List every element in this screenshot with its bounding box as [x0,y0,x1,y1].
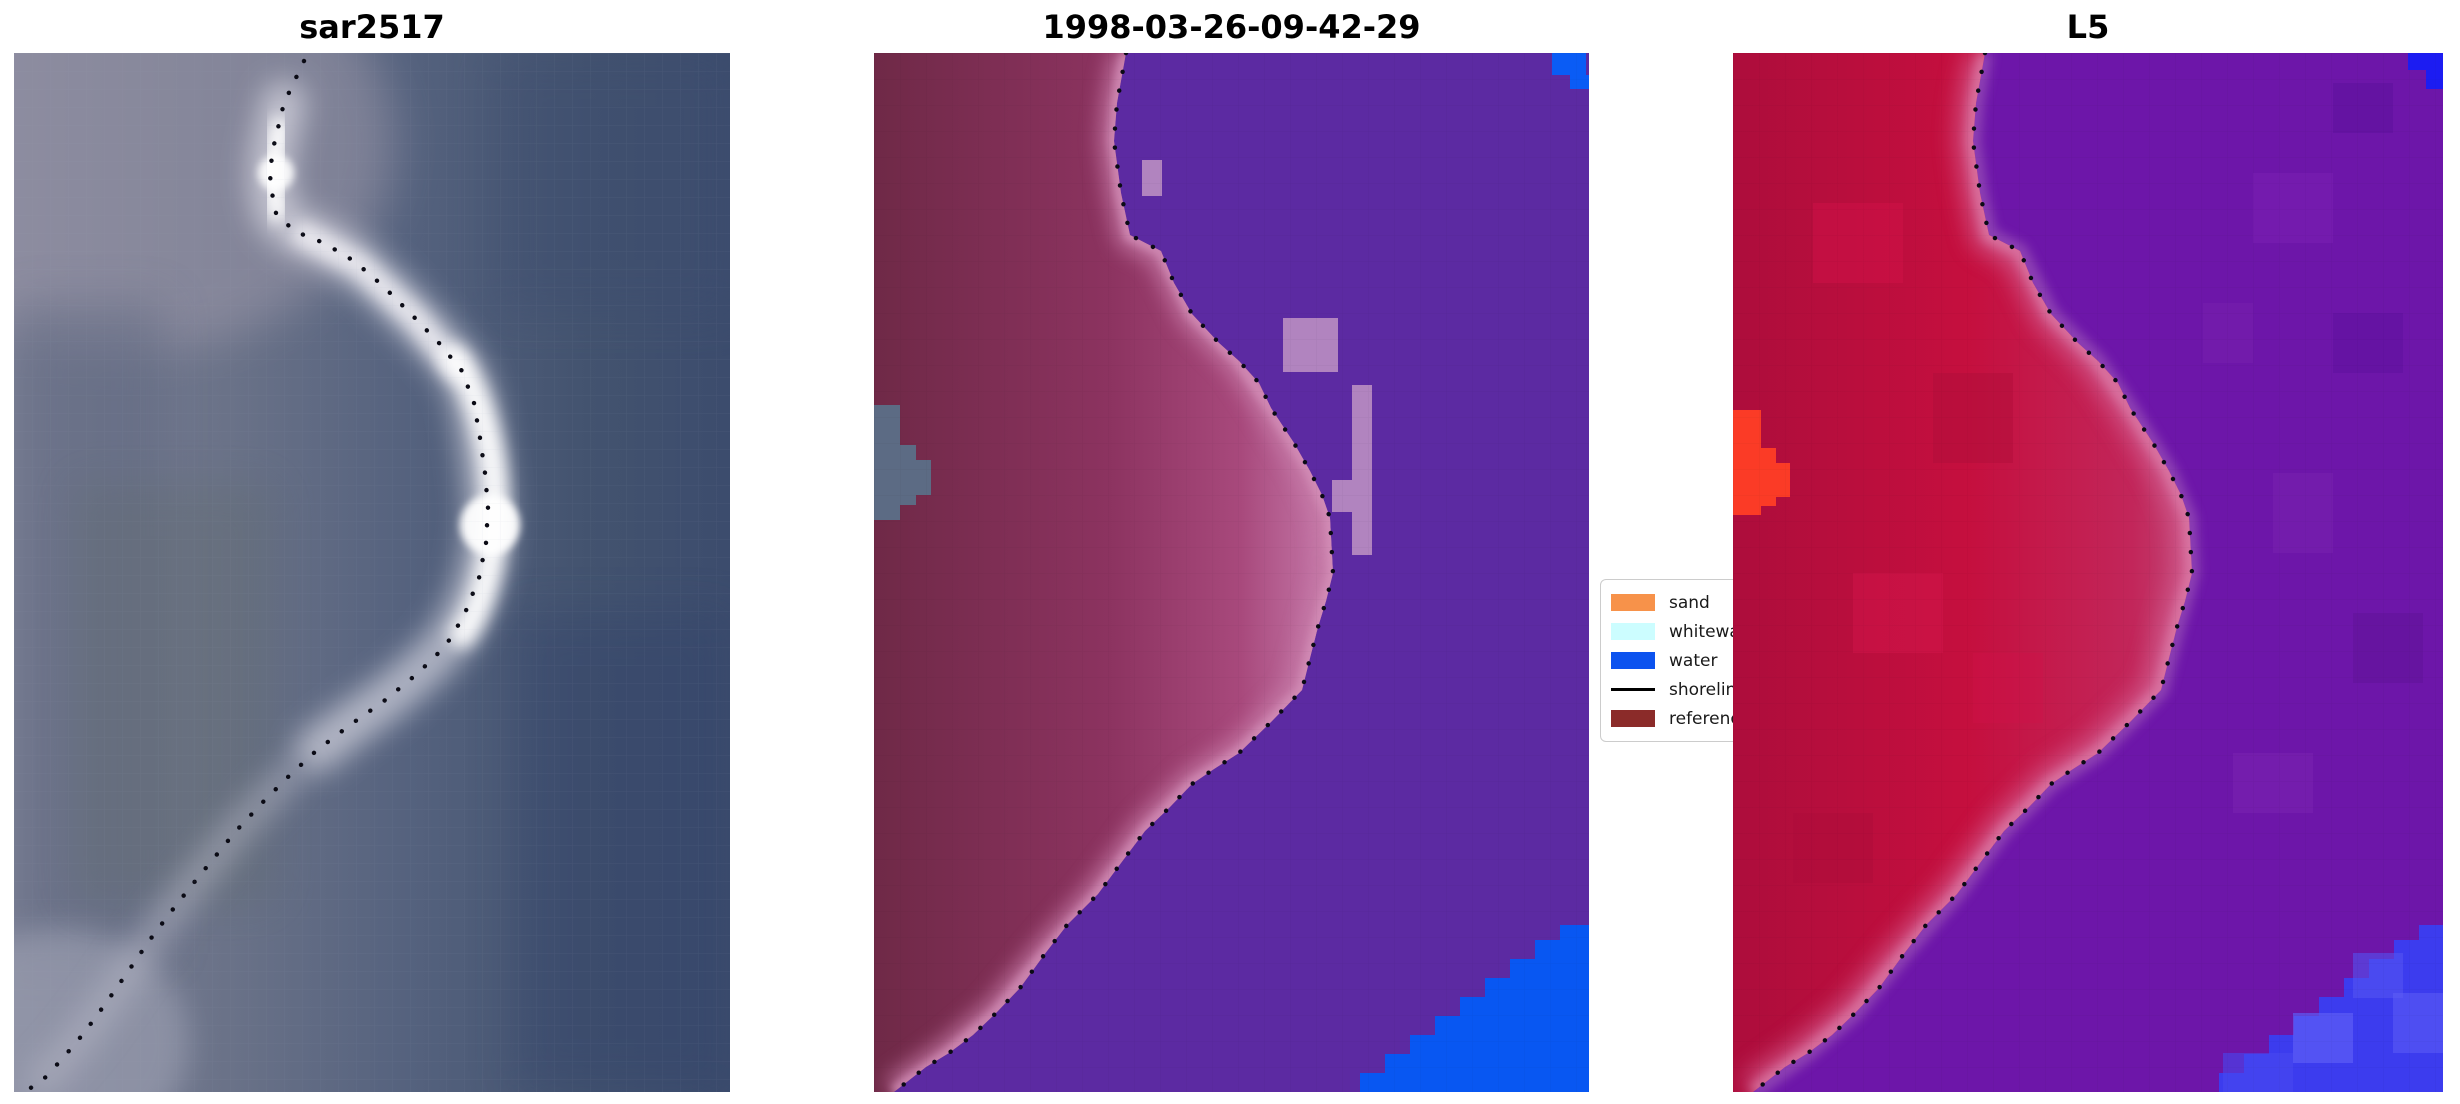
panel-l5 [1733,53,2443,1092]
legend-label-water: water [1669,650,1718,671]
reference-color-swatch [1611,710,1655,727]
whitewater-color-swatch [1611,623,1655,640]
panel-title-sar: sar2517 [299,8,445,46]
classified-image [874,53,1589,1092]
panel-title-date: 1998-03-26-09-42-29 [1042,8,1421,46]
legend-box: sand whitewater water shoreline [1600,579,1733,742]
legend-item-water: water [1611,646,1733,675]
legend-label-whitewater: whitewater [1669,621,1733,642]
legend-label-reference: reference shoreline [1669,708,1733,729]
panel-sar2517 [14,53,730,1092]
legend-label-shoreline: shoreline [1669,679,1733,700]
legend-item-reference: reference shoreline [1611,704,1733,733]
panel-title-l5: L5 [2066,8,2110,46]
shoreline-line-swatch [1611,688,1655,691]
l5-image [1733,53,2443,1092]
legend-item-sand: sand [1611,588,1733,617]
sand-color-swatch [1611,594,1655,611]
classified-pixel-grid [874,53,1589,1092]
l5-pixel-grid [1733,53,2443,1092]
legend-label-sand: sand [1669,592,1710,613]
legend-item-whitewater: whitewater [1611,617,1733,646]
legend-item-shoreline: shoreline [1611,675,1733,704]
legend: sand whitewater water shoreline [1600,579,1733,745]
sar-pixel-grid [14,53,730,1092]
sar-image [14,53,730,1092]
water-color-swatch [1611,652,1655,669]
panel-classified [874,53,1589,1092]
